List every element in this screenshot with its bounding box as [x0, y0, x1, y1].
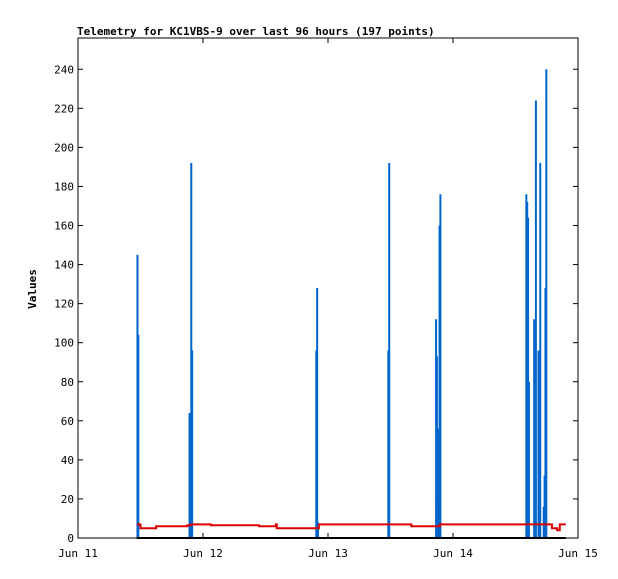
x-tick-label: Jun 11: [58, 547, 98, 560]
y-tick-label: 0: [67, 532, 74, 545]
x-tick-label: Jun 12: [183, 547, 223, 560]
x-tick-label: Jun 13: [308, 547, 348, 560]
y-axis-title: Values: [26, 269, 39, 309]
series-spikes: [136, 69, 548, 538]
y-tick-label: 200: [54, 141, 74, 154]
y-tick-label: 40: [61, 454, 74, 467]
plot-area: [77, 37, 579, 539]
x-tick-label: Jun 15: [558, 547, 598, 560]
y-tick-label: 100: [54, 337, 74, 350]
y-tick-label: 180: [54, 180, 74, 193]
y-tick-label: 160: [54, 220, 74, 233]
x-tick-label: Jun 14: [433, 547, 473, 560]
y-tick-label: 60: [61, 415, 74, 428]
voltage-line: [137, 523, 566, 532]
y-axis: 0 20 40 60 80 100 120 140 160 180 200 220 240: [54, 63, 578, 545]
y-tick-label: 220: [54, 102, 74, 115]
x-axis: Jun 11 Jun 12 Jun 13 Jun 14 Jun 15: [58, 38, 598, 560]
y-tick-label: 20: [61, 493, 74, 506]
y-tick-label: 140: [54, 259, 74, 272]
y-tick-label: 80: [61, 376, 74, 389]
series-layer: [136, 69, 566, 539]
chart-title: Telemetry for KC1VBS-9 over last 96 hour…: [77, 25, 435, 38]
y-tick-label: 120: [54, 298, 74, 311]
series-step: [137, 523, 566, 532]
y-tick-label: 240: [54, 63, 74, 76]
